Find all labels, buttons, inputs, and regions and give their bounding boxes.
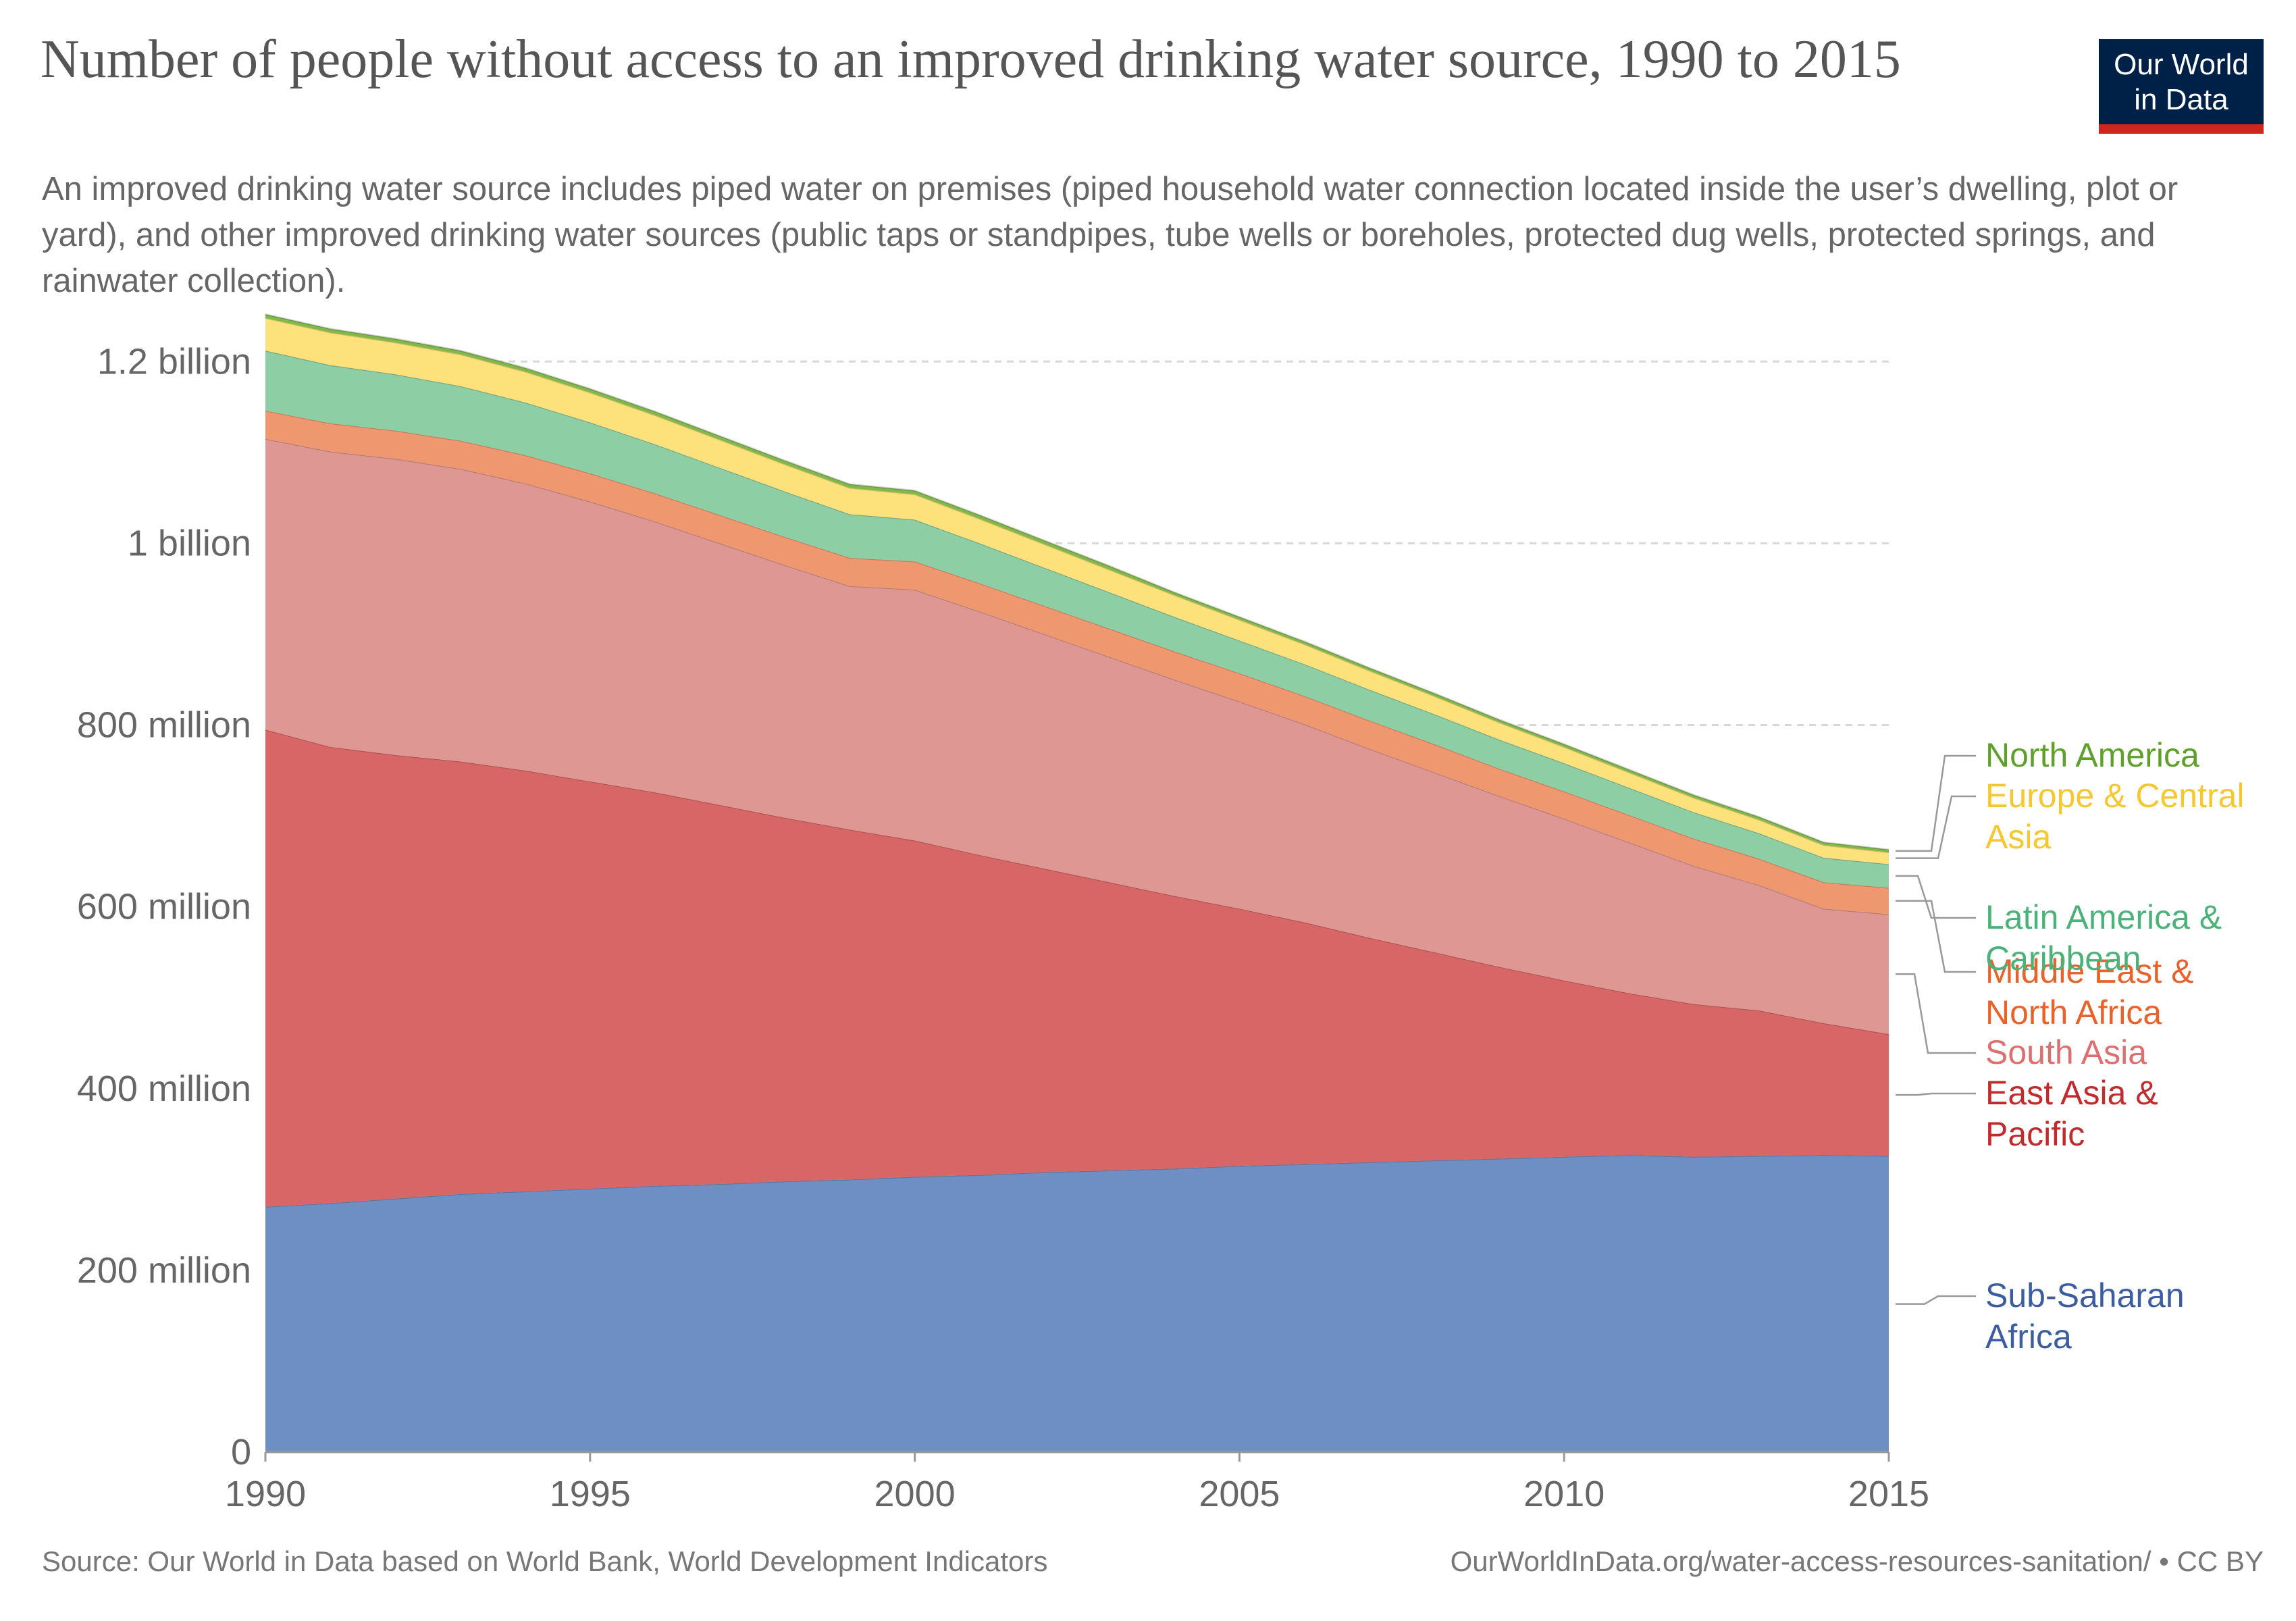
leader-line: [1896, 973, 1976, 1054]
leader-line: [1896, 795, 1976, 859]
y-tick-label: 1.2 billion: [97, 341, 251, 382]
series-label: Latin America & Caribbean: [1985, 898, 2222, 977]
legend-labels: Sub-Saharan Africa East Asia & PacificSouth…: [1896, 736, 2245, 1356]
source-url[interactable]: OurWorldInData.org/water-access-resource…: [1450, 1545, 2264, 1577]
series-label: East Asia & Pacific: [1985, 1074, 2158, 1153]
logo-line-2: in Data: [2134, 83, 2228, 116]
series-label: Sub-Saharan Africa: [1985, 1277, 2185, 1356]
y-tick-label: 600 million: [77, 887, 251, 927]
leader-line: [1896, 1092, 1976, 1096]
leader-line: [1896, 1295, 1976, 1305]
leader-line: [1896, 754, 1976, 852]
source-note: Source: Our World in Data based on World…: [42, 1545, 1048, 1577]
y-tick-label: 1 billion: [128, 523, 251, 563]
x-tick-label: 2000: [875, 1474, 956, 1514]
chart-subtitle: An improved drinking water source includ…: [42, 171, 2178, 299]
series-label: North America: [1985, 736, 2199, 774]
area-south-asia: [265, 438, 1889, 1035]
area-europe-central-asia: [265, 317, 1889, 865]
leader-line: [1896, 875, 1976, 919]
leader-line: [1896, 900, 1976, 973]
x-tick-label: 2005: [1199, 1474, 1280, 1514]
x-tick-label: 1990: [225, 1474, 306, 1514]
owid-logo[interactable]: Our World in Data: [2099, 39, 2264, 134]
y-tick-label: 800 million: [77, 705, 251, 746]
area-east-asia-pacific: [265, 729, 1889, 1207]
area-sub-saharan-africa: [265, 1154, 1889, 1452]
area-latin-america-caribbean: [265, 351, 1889, 888]
logo-line-1: Our World: [2114, 48, 2249, 81]
axes: 0 200 million 400 million 600 million 800 mi…: [77, 341, 1929, 1514]
x-tick-label: 2010: [1523, 1474, 1604, 1514]
series-label: South Asia: [1985, 1033, 2147, 1071]
area-middle-east-north-africa: [265, 410, 1889, 915]
series-label: Europe & Central Asia: [1985, 777, 2245, 856]
series-label: Middle East & North Africa: [1985, 952, 2193, 1031]
x-tick-label: 1995: [550, 1474, 631, 1514]
area-layer: [265, 313, 1889, 1452]
chart-title: Number of people without access to an im…: [41, 30, 1901, 89]
y-tick-label: 0: [231, 1432, 251, 1472]
y-tick-label: 200 million: [77, 1250, 251, 1291]
area-north-america-edge: [265, 313, 1889, 851]
y-tick-label: 400 million: [77, 1069, 251, 1109]
x-tick-label: 2015: [1848, 1474, 1929, 1514]
